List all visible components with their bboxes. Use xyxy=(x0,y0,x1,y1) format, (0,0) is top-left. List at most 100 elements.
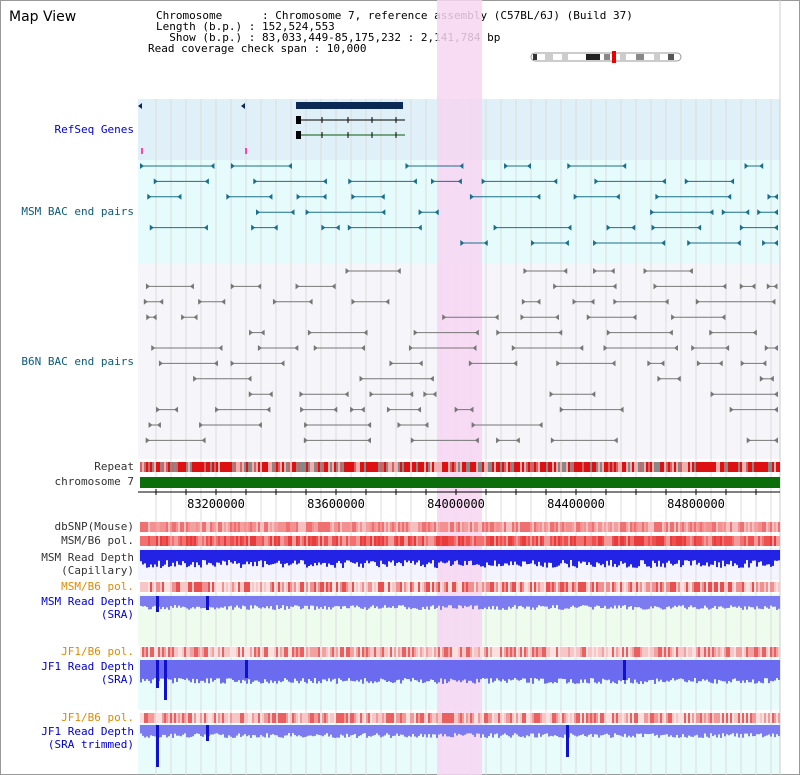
repeat-segment xyxy=(666,462,668,472)
depth-cap-bar xyxy=(296,550,298,565)
heat-cell xyxy=(238,647,240,657)
heat-cell xyxy=(412,522,414,532)
heat-cell xyxy=(410,582,412,592)
heat-cell xyxy=(474,582,476,592)
depth-jf1-sra-bar xyxy=(294,660,296,679)
depth-jf1-sra-bar xyxy=(766,660,768,679)
depth-cap-bar xyxy=(286,550,288,564)
depth-msm-sra-bar xyxy=(164,596,166,610)
heat-cell xyxy=(160,522,162,532)
repeat-segment xyxy=(566,462,568,472)
depth-jf1-trim-bar xyxy=(324,725,326,735)
heat-cell xyxy=(676,582,678,592)
heat-cell xyxy=(208,647,210,657)
repeat-segment xyxy=(774,462,776,472)
heat-cell xyxy=(400,536,402,546)
depth-cap-bar xyxy=(560,550,562,564)
heat-cell xyxy=(608,713,610,723)
heat-cell xyxy=(652,582,654,592)
label-refseq[interactable]: RefSeq Genes xyxy=(54,123,134,136)
depth-cap-bar xyxy=(608,550,610,566)
depth-jf1-sra-bar xyxy=(560,660,562,679)
heat-cell xyxy=(668,582,670,592)
heat-cell xyxy=(586,536,588,546)
heat-cell xyxy=(610,582,612,592)
heat-cell xyxy=(450,522,452,532)
heat-cell xyxy=(270,647,272,657)
depth-cap-bar xyxy=(336,550,338,563)
heat-cell xyxy=(490,647,492,657)
heat-cell xyxy=(526,582,528,592)
heat-cell xyxy=(176,582,178,592)
heat-cell xyxy=(622,713,624,723)
heat-cell xyxy=(326,536,328,546)
depth-cap-bar xyxy=(358,550,360,567)
heat-cell xyxy=(686,647,688,657)
heat-cell xyxy=(224,582,226,592)
depth-msm-sra-bar xyxy=(660,596,662,609)
depth-msm-sra-bar xyxy=(496,596,498,607)
heat-cell xyxy=(176,522,178,532)
heat-cell xyxy=(204,647,206,657)
depth-jf1-sra-bar xyxy=(174,660,176,679)
depth-cap-bar xyxy=(232,550,234,564)
depth-jf1-trim-bar xyxy=(234,725,236,738)
depth-cap-bar xyxy=(402,550,404,567)
heat-cell xyxy=(726,582,728,592)
heat-cell xyxy=(276,522,278,532)
depth-jf1-sra-bar xyxy=(374,660,376,682)
b6n-pair-end xyxy=(213,360,218,367)
b6n-pair-end xyxy=(709,329,714,336)
heat-cell xyxy=(330,522,332,532)
depth-jf1-sra-bar xyxy=(506,660,508,683)
depth-jf1-trim-bar xyxy=(728,725,730,736)
heat-cell xyxy=(614,522,616,532)
repeat-segment xyxy=(736,462,738,472)
heat-cell xyxy=(498,536,500,546)
heat-cell xyxy=(388,647,390,657)
depth-cap-bar xyxy=(618,550,620,566)
depth-cap-bar xyxy=(774,550,776,561)
depth-cap-bar xyxy=(512,550,514,565)
depth-cap-bar xyxy=(498,550,500,564)
msm-pair-end xyxy=(405,163,410,169)
heat-cell xyxy=(364,582,366,592)
depth-jf1-trim-bar xyxy=(716,725,718,738)
depth-msm-sra-bar xyxy=(472,596,474,610)
depth-cap-bar xyxy=(746,550,748,561)
b6n-pair-end xyxy=(695,298,700,305)
depth-cap-bar xyxy=(762,550,764,566)
depth-cap-bar xyxy=(480,550,482,567)
depth-cap-bar xyxy=(710,550,712,565)
depth-msm-sra-bar xyxy=(598,596,600,606)
heat-cell xyxy=(508,582,510,592)
depth-jf1-trim-bar xyxy=(274,725,276,736)
heat-cell xyxy=(298,536,300,546)
depth-cap-bar xyxy=(694,550,696,561)
heat-cell xyxy=(184,582,186,592)
heat-cell xyxy=(260,522,262,532)
heat-cell xyxy=(216,647,218,657)
repeat-segment xyxy=(636,462,638,472)
depth-cap-bar xyxy=(750,550,752,564)
depth-msm-sra-bar xyxy=(474,596,476,606)
repeat-segment xyxy=(424,462,426,472)
heat-cell xyxy=(328,522,330,532)
repeat-segment xyxy=(726,462,728,472)
depth-msm-sra-bar xyxy=(740,596,742,608)
heat-cell xyxy=(232,647,234,657)
label-b6n-bac[interactable]: B6N BAC end pairs xyxy=(21,355,134,368)
depth-cap-bar xyxy=(438,550,440,563)
heat-cell xyxy=(214,536,216,546)
heat-cell xyxy=(438,713,440,723)
heat-cell xyxy=(412,713,414,723)
depth-jf1-trim-bar xyxy=(746,725,748,734)
repeat-segment xyxy=(574,462,576,472)
heat-cell xyxy=(592,522,594,532)
heat-cell xyxy=(312,536,314,546)
label-msm-bac[interactable]: MSM BAC end pairs xyxy=(21,205,134,218)
depth-jf1-sra-bar xyxy=(410,660,412,682)
repeat-segment xyxy=(368,462,370,472)
heat-cell xyxy=(152,582,154,592)
